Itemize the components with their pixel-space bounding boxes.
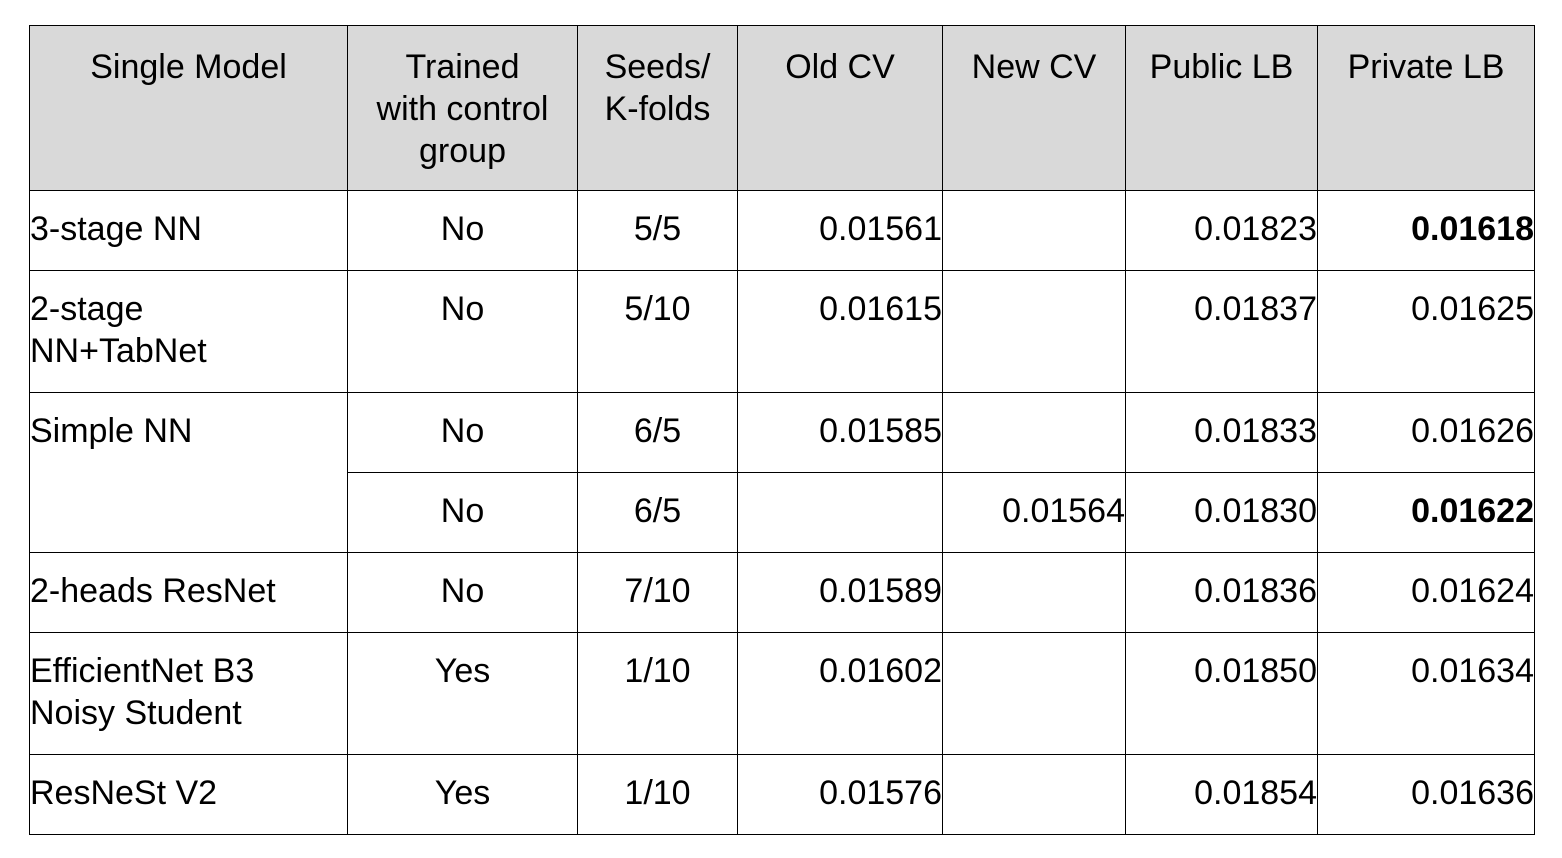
model-name-cell: Simple NN	[29, 392, 348, 553]
public-lb-cell: 0.01833	[1125, 392, 1318, 473]
new-cv-cell: 0.01564	[942, 472, 1126, 553]
control-group-cell: No	[347, 190, 578, 271]
control-group-cell: Yes	[347, 754, 578, 835]
new-cv-cell	[942, 270, 1126, 393]
old-cv-cell: 0.01615	[737, 270, 943, 393]
private-lb-cell: 0.01624	[1317, 552, 1535, 633]
header-trained-with-control-group: Trained with control group	[347, 25, 578, 191]
header-row: Single Model Trained with control group …	[29, 25, 1535, 191]
private-lb-cell: 0.01625	[1317, 270, 1535, 393]
header-old-cv: Old CV	[737, 25, 943, 191]
old-cv-cell: 0.01602	[737, 632, 943, 755]
table-row: No 6/5 0.01564 0.01830 0.01622	[30, 472, 1535, 553]
seeds-kfolds-cell: 5/10	[577, 270, 738, 393]
table-row: EfficientNet B3 Noisy Student Yes 1/10 0…	[29, 632, 1535, 755]
seeds-kfolds-cell: 1/10	[577, 754, 738, 835]
model-name-cell: EfficientNet B3 Noisy Student	[29, 632, 348, 755]
table-row: 3-stage NN No 5/5 0.01561 0.01823 0.0161…	[29, 190, 1535, 271]
header-new-cv: New CV	[942, 25, 1126, 191]
public-lb-cell: 0.01830	[1125, 472, 1318, 553]
new-cv-cell	[942, 632, 1126, 755]
control-group-cell: No	[347, 472, 578, 553]
header-private-lb: Private LB	[1317, 25, 1535, 191]
header-seeds-kfolds-text: Seeds/ K-folds	[604, 48, 711, 128]
seeds-kfolds-cell: 6/5	[577, 472, 738, 553]
header-trained-with-control-group-text: Trained with control group	[376, 48, 549, 170]
old-cv-cell: 0.01561	[737, 190, 943, 271]
seeds-kfolds-cell: 6/5	[577, 392, 738, 473]
model-name-cell: 2-stage NN+TabNet	[29, 270, 348, 393]
public-lb-cell: 0.01854	[1125, 754, 1318, 835]
table-row: ResNeSt V2 Yes 1/10 0.01576 0.01854 0.01…	[29, 754, 1535, 835]
table-row: Simple NN No 6/5 0.01585 0.01833 0.01626	[29, 392, 1535, 553]
table-row: 2-stage NN+TabNet No 5/10 0.01615 0.0183…	[29, 270, 1535, 393]
control-group-cell: No	[347, 392, 578, 473]
seeds-kfolds-cell: 1/10	[577, 632, 738, 755]
new-cv-cell	[942, 190, 1126, 271]
public-lb-cell: 0.01850	[1125, 632, 1318, 755]
model-name-cell: 3-stage NN	[29, 190, 348, 271]
public-lb-cell: 0.01837	[1125, 270, 1318, 393]
private-lb-cell: 0.01626	[1317, 392, 1535, 473]
private-lb-cell: 0.01618	[1317, 190, 1535, 271]
model-name-text: EfficientNet B3 Noisy Student	[30, 652, 255, 732]
seeds-kfolds-cell: 5/5	[577, 190, 738, 271]
header-single-model: Single Model	[29, 25, 348, 191]
header-seeds-kfolds: Seeds/ K-folds	[577, 25, 738, 191]
model-name-text: 2-stage NN+TabNet	[30, 290, 207, 370]
model-name-cell: 2-heads ResNet	[29, 552, 348, 633]
control-group-cell: No	[347, 552, 578, 633]
public-lb-cell: 0.01823	[1125, 190, 1318, 271]
new-cv-cell	[942, 392, 1126, 473]
old-cv-cell: 0.01589	[737, 552, 943, 633]
old-cv-cell	[737, 472, 943, 553]
new-cv-cell	[942, 552, 1126, 633]
table-row: 2-heads ResNet No 7/10 0.01589 0.01836 0…	[29, 552, 1535, 633]
model-name-cell: ResNeSt V2	[29, 754, 348, 835]
results-table: Single Model Trained with control group …	[29, 25, 1535, 835]
seeds-kfolds-cell: 7/10	[577, 552, 738, 633]
private-lb-cell: 0.01636	[1317, 754, 1535, 835]
new-cv-cell	[942, 754, 1126, 835]
old-cv-cell: 0.01576	[737, 754, 943, 835]
header-public-lb: Public LB	[1125, 25, 1318, 191]
control-group-cell: Yes	[347, 632, 578, 755]
control-group-cell: No	[347, 270, 578, 393]
public-lb-cell: 0.01836	[1125, 552, 1318, 633]
private-lb-cell: 0.01622	[1317, 472, 1535, 553]
old-cv-cell: 0.01585	[737, 392, 943, 473]
private-lb-cell: 0.01634	[1317, 632, 1535, 755]
